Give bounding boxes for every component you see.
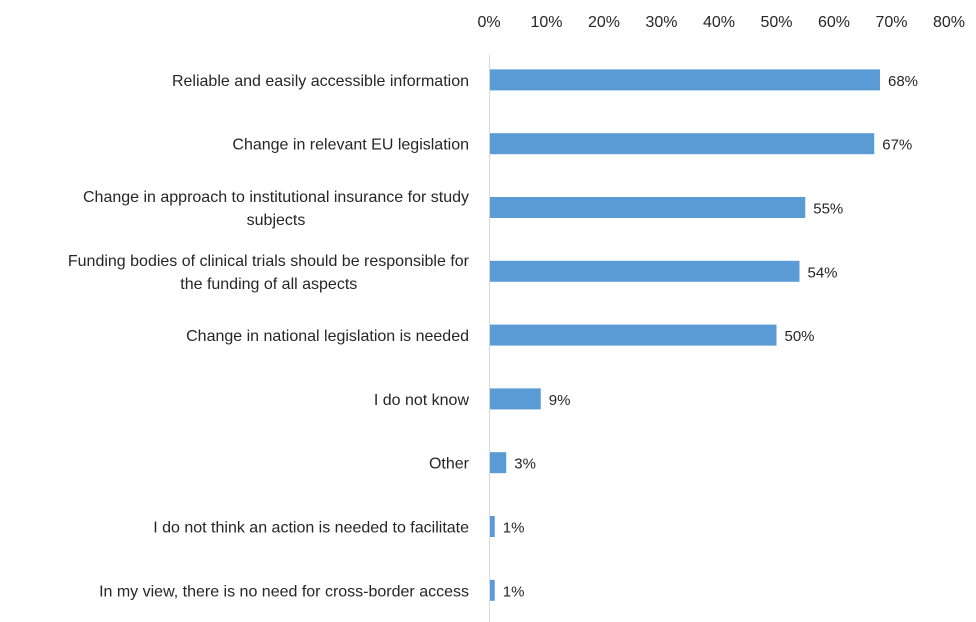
- category-label: I do not think an action is needed to fa…: [153, 520, 469, 537]
- bar: [490, 579, 495, 601]
- bar: [490, 133, 875, 155]
- category-label: Change in relevant EU legislation: [232, 137, 469, 154]
- x-tick-label: 20%: [588, 14, 620, 31]
- x-tick-label: 80%: [933, 14, 965, 31]
- bar: [490, 69, 880, 91]
- bar: [490, 452, 507, 474]
- bar: [490, 324, 777, 346]
- data-label: 1%: [503, 583, 525, 600]
- bar: [490, 260, 800, 282]
- x-tick-label: 30%: [645, 14, 677, 31]
- category-label: Other: [429, 456, 470, 473]
- data-label: 3%: [514, 456, 536, 473]
- data-label: 54%: [808, 264, 838, 281]
- data-label: 68%: [888, 73, 918, 90]
- category-label: Change in national legislation is needed: [186, 328, 469, 345]
- data-label: 9%: [549, 392, 571, 409]
- category-label: Reliable and easily accessible informati…: [172, 73, 469, 90]
- data-label: 50%: [785, 328, 815, 345]
- category-label: In my view, there is no need for cross-b…: [99, 583, 469, 600]
- x-tick-label: 40%: [703, 14, 735, 31]
- x-tick-label: 70%: [875, 14, 907, 31]
- category-label: the funding of all aspects: [180, 276, 357, 293]
- x-tick-label: 10%: [530, 14, 562, 31]
- x-tick-label: 60%: [818, 14, 850, 31]
- category-label: Change in approach to institutional insu…: [83, 189, 469, 206]
- bar: [490, 388, 541, 410]
- data-label: 1%: [503, 520, 525, 537]
- bar: [490, 516, 495, 537]
- bar: [490, 197, 806, 218]
- data-label: 55%: [813, 201, 843, 218]
- data-label: 67%: [882, 137, 912, 154]
- category-label: subjects: [247, 212, 306, 229]
- x-tick-label: 0%: [477, 14, 500, 31]
- x-tick-label: 50%: [760, 14, 792, 31]
- category-label: I do not know: [374, 392, 470, 409]
- category-label: Funding bodies of clinical trials should…: [68, 253, 470, 270]
